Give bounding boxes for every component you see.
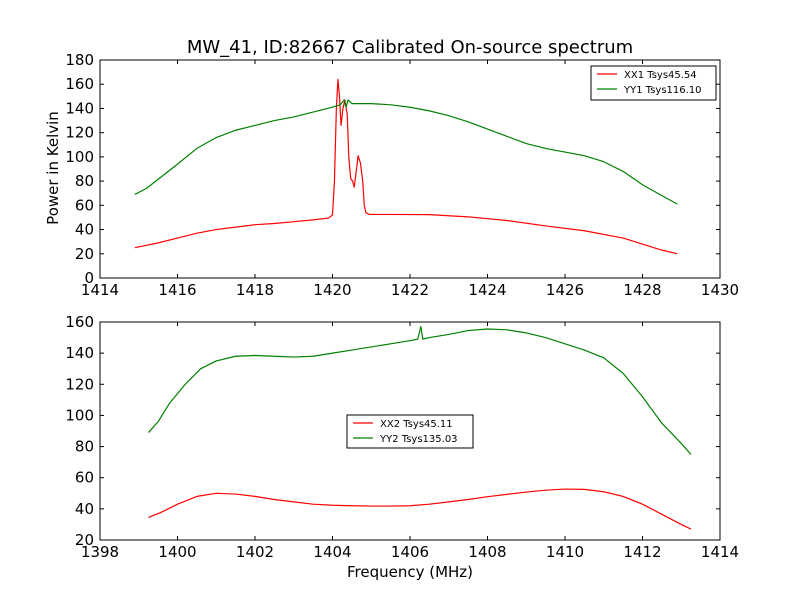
top-y-axis-label: Power in Kelvin	[44, 111, 62, 225]
legend-entry-label: YY1 Tsys116.10	[623, 85, 702, 96]
legend-entry-label: XX1 Tsys45.54	[624, 70, 697, 81]
x-tick-label: 1402	[236, 543, 274, 561]
legend-box	[590, 65, 717, 101]
y-tick-label: 20	[75, 245, 94, 263]
x-tick-label: 1406	[391, 543, 429, 561]
legend-entry-label: XX2 Tsys45.11	[380, 419, 453, 430]
y-tick-label: 100	[65, 148, 94, 166]
series-line-yy1	[134, 99, 678, 205]
y-tick-label: 60	[75, 469, 94, 487]
y-tick-label: 120	[65, 375, 94, 393]
y-tick-label: 40	[75, 500, 94, 518]
bottom-plot-area: 1398 1400 1402 1404 1406 1408 1410 1412 1414 20 40…	[65, 313, 739, 561]
x-tick-label: 1416	[158, 281, 196, 299]
y-tick-label: 180	[65, 51, 94, 69]
legend: XX2 Tsys45.11 YY2 Tsys135.03	[346, 414, 474, 449]
series-group	[147, 326, 692, 530]
bottom-x-axis-label: Frequency (MHz)	[347, 563, 473, 581]
y-tick-label: 40	[75, 221, 94, 239]
legend-box	[346, 414, 474, 449]
y-tick-label: 0	[84, 269, 94, 287]
x-tick-label: 1418	[236, 281, 274, 299]
x-tick-label: 1422	[391, 281, 429, 299]
plot-frame	[99, 321, 721, 541]
y-tick-label: 120	[65, 124, 94, 142]
y-tick-label: 60	[75, 196, 94, 214]
top-plot-area: 1414 1416 1418 1420 1422 1424 1426 1428 1430 0 20 4…	[65, 51, 739, 299]
x-tick-label: 1430	[701, 281, 739, 299]
x-tick-label: 1426	[546, 281, 584, 299]
x-tick-label: 1414	[701, 543, 739, 561]
bottom-plot-panel: Frequency (MHz) 1398 1400 1402 1404 1406 1408…	[65, 313, 739, 581]
legend-entry-label: YY2 Tsys135.03	[379, 434, 458, 445]
x-tick-label: 1428	[623, 281, 661, 299]
series-line-xx1	[134, 78, 678, 255]
plot-frame	[99, 59, 721, 279]
y-tick-label: 80	[75, 438, 94, 456]
top-plot-panel: MW_41, ID:82667 Calibrated On-source spe…	[44, 37, 739, 299]
top-chart-title: MW_41, ID:82667 Calibrated On-source spe…	[187, 37, 633, 58]
x-tick-label: 1400	[158, 543, 196, 561]
y-tick-label: 140	[65, 99, 94, 117]
series-line-xx2	[148, 488, 692, 530]
x-tick-label: 1410	[546, 543, 584, 561]
x-tick-label: 1412	[623, 543, 661, 561]
series-line-yy2	[147, 326, 692, 455]
legend: XX1 Tsys45.54 YY1 Tsys116.10	[590, 65, 717, 101]
y-tick-label: 160	[65, 313, 94, 331]
x-tick-label: 1398	[81, 543, 119, 561]
y-tick-label: 160	[65, 75, 94, 93]
x-tick-label: 1424	[468, 281, 506, 299]
y-tick-label: 140	[65, 344, 94, 362]
x-tick-label: 1414	[81, 281, 119, 299]
y-tick-label: 20	[75, 531, 94, 549]
y-tick-label: 100	[65, 406, 94, 424]
x-tick-label: 1408	[468, 543, 506, 561]
series-group	[134, 78, 678, 255]
x-tick-label: 1420	[313, 281, 351, 299]
x-tick-label: 1404	[313, 543, 351, 561]
y-tick-label: 80	[75, 172, 94, 190]
